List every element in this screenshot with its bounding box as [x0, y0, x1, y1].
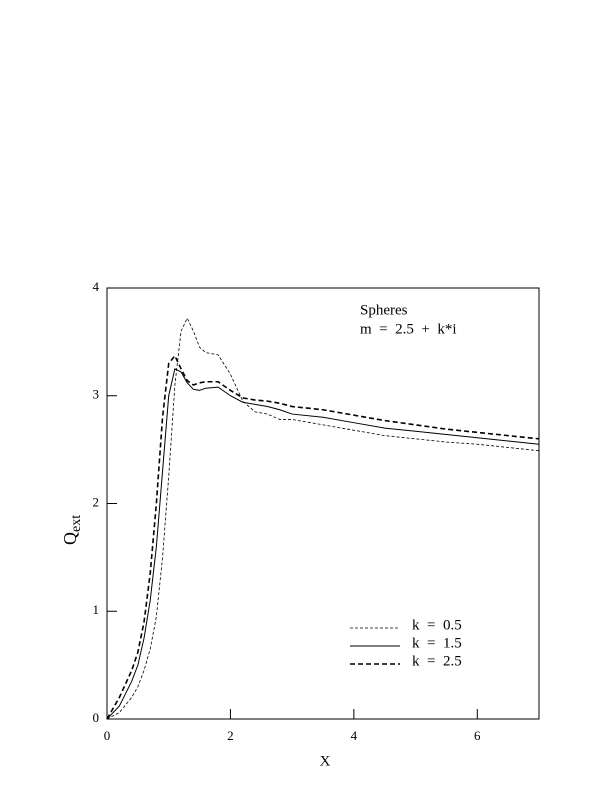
series-line [106, 368, 540, 720]
x-tick-label: 4 [351, 728, 358, 743]
y-axis-label: Qext [60, 515, 84, 545]
legend-label: k = 2.5 [412, 653, 462, 669]
x-tick-label: 0 [104, 728, 111, 743]
x-tick-label: 6 [474, 728, 481, 743]
series-line [106, 317, 540, 720]
legend-label: k = 0.5 [412, 617, 462, 633]
plot-frame [106, 287, 540, 720]
legend-label: k = 1.5 [412, 635, 462, 651]
annotation: Spheres [360, 302, 408, 318]
y-tick-label: 0 [93, 710, 100, 725]
y-tick-label: 4 [93, 279, 100, 294]
x-tick-label: 2 [227, 728, 234, 743]
series-line [106, 354, 540, 720]
x-axis-label: X [320, 753, 331, 769]
y-axis-label-main: Q [60, 532, 80, 545]
y-tick-label: 1 [93, 602, 100, 617]
y-tick-label: 2 [93, 494, 100, 509]
annotation: m = 2.5 + k*i [360, 321, 457, 337]
y-tick-label: 3 [93, 387, 100, 402]
y-axis-label-sub: ext [69, 515, 84, 532]
